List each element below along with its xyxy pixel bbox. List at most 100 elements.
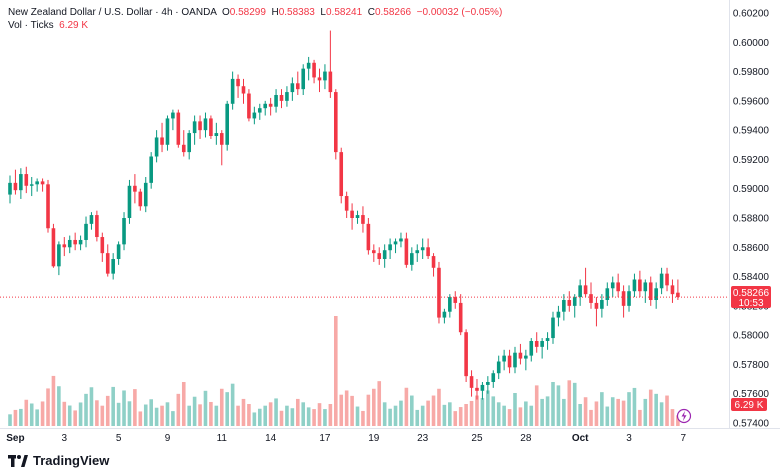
candle-body: [643, 282, 648, 292]
candle-body: [209, 118, 213, 136]
volume-bar: [600, 392, 604, 426]
candle-body: [475, 387, 479, 391]
volume-bar: [84, 393, 88, 426]
candle-body: [393, 241, 398, 245]
volume-badge-text: 6.29 K: [735, 400, 764, 411]
candle-body: [648, 282, 653, 300]
candle-body: [279, 95, 284, 101]
candle-body: [572, 297, 577, 306]
lightning-icon[interactable]: [676, 408, 692, 424]
volume-bar: [372, 388, 376, 426]
price-tick-label: 0.57600: [733, 389, 770, 400]
price-axis[interactable]: 0.60200 0.60000 0.59800 0.59600 0.59400 0.592…: [733, 9, 770, 430]
candle-body: [605, 288, 610, 300]
candle-body: [562, 300, 566, 312]
volume-bar: [420, 405, 425, 426]
candle-body: [431, 256, 436, 268]
price-badges: 0.58266 10:53 6.29 K: [731, 286, 771, 411]
volume-bar: [589, 409, 593, 426]
candle-body: [89, 215, 94, 224]
high-value: 0.58383: [278, 7, 315, 18]
candle-body: [464, 332, 468, 377]
volume-bar: [306, 407, 311, 426]
volume-bar: [578, 404, 582, 426]
volume-bar: [67, 405, 72, 426]
high-label: H: [271, 7, 279, 18]
candle-body: [290, 83, 295, 93]
candle-body: [100, 237, 105, 254]
volume-bar: [105, 395, 110, 426]
change-value: −0.00032 (−0.05%): [416, 7, 503, 18]
low-value: 0.58241: [325, 7, 363, 18]
price-tick-label: 0.59600: [733, 96, 770, 107]
volume-value: 6.29 K: [59, 20, 89, 31]
candle-body: [469, 376, 474, 388]
candle-body: [154, 137, 159, 157]
volume-bar: [225, 392, 229, 426]
candle-body: [442, 311, 447, 318]
candle-body: [529, 341, 534, 356]
candle-body: [556, 311, 561, 318]
volume-bar: [366, 394, 371, 426]
candle-body: [621, 291, 626, 306]
candle-body: [252, 112, 257, 119]
candle-body: [437, 267, 441, 318]
volume-bar: [529, 405, 534, 426]
candle-body: [600, 300, 604, 309]
volume-bar: [187, 405, 191, 426]
candle-body: [491, 373, 496, 382]
price-tick-label: 0.57800: [733, 360, 770, 371]
candle-body: [295, 83, 300, 90]
time-tick-label: 25: [471, 433, 483, 444]
volume-bars: [8, 316, 680, 426]
candle-body: [176, 112, 181, 145]
candle-body: [534, 341, 539, 347]
volume-bar: [160, 405, 164, 426]
time-tick-label: 3: [62, 433, 68, 444]
candle-body: [567, 300, 572, 306]
candle-body: [382, 250, 387, 259]
candle-body: [524, 355, 528, 359]
candle-body: [540, 341, 544, 347]
volume-bar: [404, 387, 409, 426]
volume-bar: [143, 404, 148, 426]
volume-bar: [57, 386, 61, 426]
candle-body: [181, 144, 186, 153]
volume-bar: [241, 398, 246, 426]
volume-bar: [317, 403, 322, 426]
volume-bar: [122, 390, 126, 426]
candle-body: [73, 239, 77, 245]
candle-body: [448, 297, 452, 312]
tradingview-logo[interactable]: TradingView: [8, 453, 109, 468]
price-tick-label: 0.59000: [733, 184, 770, 195]
volume-bar: [458, 407, 463, 426]
candle-body: [583, 285, 588, 295]
volume-bar: [176, 393, 181, 426]
volume-bar: [73, 410, 77, 426]
volume-bar: [350, 395, 354, 426]
volume-bar: [279, 410, 284, 426]
candle-body: [29, 184, 34, 186]
candle-body: [513, 352, 517, 368]
candle-body: [122, 218, 126, 245]
candle-body: [160, 137, 164, 145]
volume-bar: [8, 414, 12, 426]
candle-body: [306, 62, 311, 69]
volume-bar: [643, 398, 648, 426]
volume-label: Vol · Ticks: [8, 20, 54, 31]
volume-bar: [46, 388, 50, 426]
candle-body: [344, 196, 349, 211]
volume-bar: [562, 398, 566, 426]
candle-body: [317, 77, 322, 81]
volume-bar: [133, 389, 137, 426]
candle-body: [388, 244, 392, 251]
candle-body: [589, 294, 593, 303]
volume-bar: [524, 401, 528, 426]
time-axis[interactable]: Sep 3 5 9 11 14 17 19 23 25 28 Oct 3 7: [6, 433, 686, 444]
candle-body: [187, 133, 191, 153]
volume-bar: [295, 398, 300, 426]
candle-body: [149, 156, 153, 183]
volume-bar: [491, 396, 496, 426]
candle-body: [638, 279, 642, 292]
